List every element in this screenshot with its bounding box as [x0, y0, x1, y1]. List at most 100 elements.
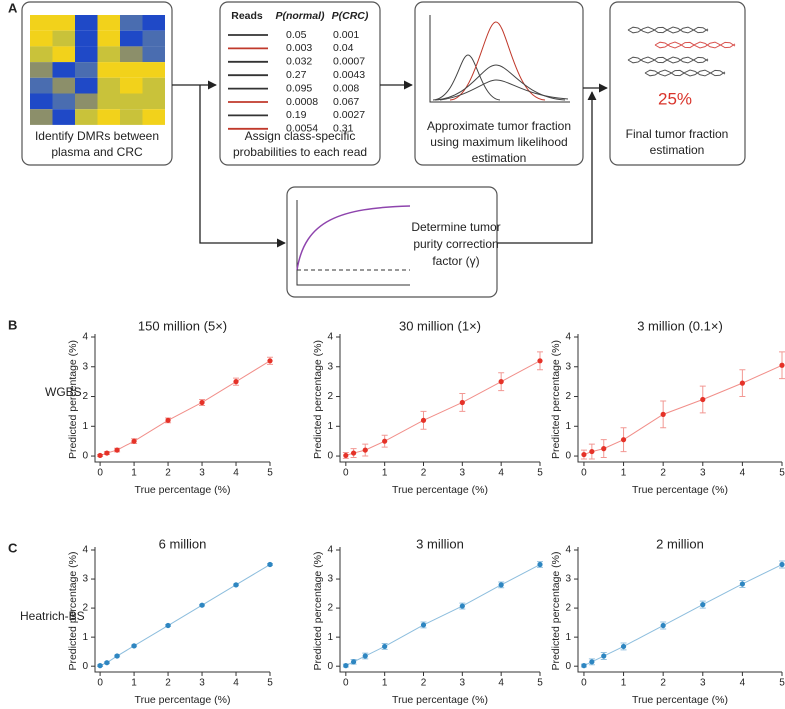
heat-cell [97, 62, 120, 78]
y-tick-label: 1 [82, 632, 88, 643]
table-cell: 0.27 [286, 69, 307, 81]
y-axis-label: Predicted percentage (%) [67, 551, 79, 670]
data-point [131, 643, 137, 649]
table-cell: 0.0008 [286, 96, 318, 108]
data-point [382, 643, 388, 650]
y-tick-label: 2 [565, 391, 571, 402]
probability-box [219, 1, 381, 166]
x-axis-label: True percentage (%) [392, 484, 488, 496]
diagram-label: Final tumor fraction [626, 127, 729, 141]
y-tick-label: 1 [327, 632, 333, 643]
table-cell: 0.032 [286, 56, 312, 68]
x-tick-label: 5 [267, 678, 273, 689]
table-cell: 0.0027 [333, 109, 365, 121]
diagram-label: plasma and CRC [51, 145, 143, 159]
table-cell: 0.003 [286, 42, 312, 54]
data-point [537, 561, 543, 568]
heat-cell [75, 62, 98, 78]
x-tick-label: 5 [537, 468, 543, 479]
y-axis-label: Predicted percentage (%) [550, 340, 562, 459]
y-tick-label: 4 [565, 332, 571, 343]
data-point [620, 643, 627, 650]
data-point [459, 603, 465, 609]
y-tick-label: 0 [565, 661, 571, 672]
final-value: 25% [658, 89, 692, 108]
data-point [267, 561, 273, 568]
x-tick-label: 3 [460, 678, 466, 689]
x-tick-label: 5 [537, 678, 543, 689]
y-tick-label: 1 [565, 632, 571, 643]
data-line [583, 364, 783, 456]
heat-cell [30, 93, 53, 110]
heat-cell [120, 30, 143, 47]
x-tick-label: 0 [581, 468, 587, 479]
data-point [739, 581, 745, 587]
table-cell: 0.0054 [286, 123, 318, 135]
axis [577, 334, 782, 463]
data-point [601, 653, 607, 659]
heat-cell [97, 30, 120, 47]
table-header: Reads [231, 10, 263, 22]
heatmap [30, 15, 165, 125]
data-line [345, 564, 541, 667]
x-tick-label: 0 [581, 678, 587, 689]
x-tick-label: 0 [343, 678, 349, 689]
table-cell: 0.04 [333, 42, 354, 54]
x-axis-label: True percentage (%) [392, 694, 488, 706]
dna-strand [644, 69, 726, 77]
heat-cell [30, 77, 53, 94]
y-tick-label: 4 [565, 545, 571, 556]
heat-cell [75, 93, 98, 110]
y-tick-label: 4 [82, 332, 88, 343]
y-axis-label: Predicted percentage (%) [67, 340, 79, 459]
chart-title: 150 million (5×) [138, 318, 227, 333]
heat-cell [52, 62, 75, 78]
x-axis-label: True percentage (%) [135, 484, 231, 496]
heat-cell [120, 15, 143, 31]
axis [577, 547, 782, 673]
data-point [779, 561, 785, 568]
x-tick-label: 1 [621, 678, 627, 689]
heat-cell [30, 46, 53, 63]
dna-icons [627, 26, 736, 77]
chart-title: 3 million (0.1×) [637, 318, 723, 333]
heat-cell [142, 77, 165, 94]
table-cell: 0.008 [333, 82, 359, 94]
y-tick-label: 1 [82, 421, 88, 432]
data-point [700, 396, 706, 403]
data-point [199, 399, 205, 406]
data-point [420, 417, 427, 423]
table-cell: 0.0007 [333, 56, 365, 68]
chart-title: 30 million (1×) [399, 318, 481, 333]
data-point [601, 446, 607, 452]
chart-title: 2 million [656, 536, 704, 551]
y-tick-label: 4 [327, 545, 333, 556]
heat-cell [142, 93, 165, 110]
heat-cell [142, 46, 165, 63]
y-tick-label: 0 [327, 451, 333, 462]
heat-cell [75, 30, 98, 47]
y-tick-label: 1 [327, 421, 333, 432]
heat-cell [120, 77, 143, 94]
x-tick-label: 4 [740, 678, 746, 689]
data-point [620, 437, 627, 443]
heat-cell [97, 77, 120, 94]
x-tick-label: 4 [498, 468, 504, 479]
dna-strand [654, 41, 736, 49]
x-tick-label: 3 [199, 468, 205, 479]
data-point [589, 448, 595, 455]
table-cell: 0.05 [286, 29, 307, 41]
heat-cell [142, 15, 165, 31]
heat-cell [97, 93, 120, 110]
x-tick-label: 5 [267, 468, 273, 479]
data-point [104, 660, 110, 666]
heat-cell [30, 62, 53, 78]
diagram-label: estimation [650, 143, 705, 157]
diagram-label: Identify DMRs between [35, 129, 159, 143]
heat-cell [52, 109, 75, 125]
heat-cell [30, 30, 53, 47]
data-line [345, 360, 541, 456]
y-tick-label: 3 [565, 574, 571, 585]
axis [94, 547, 270, 673]
x-tick-label: 1 [621, 468, 627, 479]
